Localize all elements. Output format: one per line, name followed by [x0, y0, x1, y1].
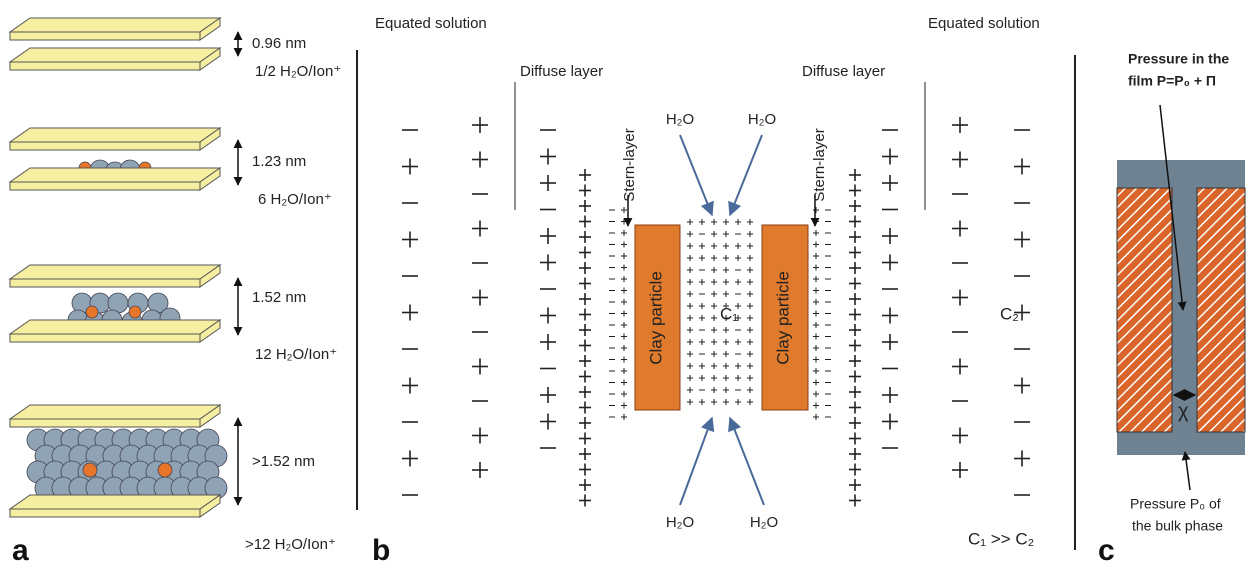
panel-label: c	[1098, 534, 1115, 567]
stern-layer: Stern-layer	[621, 128, 638, 201]
ion	[83, 463, 97, 477]
gap: χ	[1178, 400, 1189, 422]
water-arrow	[680, 135, 712, 215]
plate	[10, 265, 220, 279]
hydration: >12 H₂O/Ion⁺	[245, 536, 336, 553]
panel-label: b	[372, 534, 390, 567]
hydration: 6 H₂O/Ion⁺	[258, 191, 332, 208]
bulk-pressure: the bulk phase	[1132, 518, 1223, 534]
water: H₂O	[666, 111, 694, 128]
plate	[10, 32, 200, 40]
water-arrow	[680, 418, 712, 505]
plate	[10, 48, 220, 62]
spacing: 1.23 nm	[252, 153, 306, 170]
plate	[10, 128, 220, 142]
spacing: 0.96 nm	[252, 35, 306, 52]
water-arrow	[730, 418, 764, 505]
diffuse-layer: Diffuse layer	[802, 63, 885, 80]
plate	[10, 334, 200, 342]
water: H₂O	[666, 514, 694, 531]
equated-solution: Equated solution	[375, 15, 487, 32]
concentration: C₁	[720, 304, 738, 323]
plate	[10, 168, 220, 182]
diffuse-layer: Diffuse layer	[520, 63, 603, 80]
panel-a	[10, 18, 238, 517]
water: H₂O	[750, 514, 778, 531]
plate	[10, 279, 200, 287]
arrow	[1185, 452, 1190, 490]
plate	[10, 405, 220, 419]
ion	[129, 306, 141, 318]
plate	[10, 182, 200, 190]
ion	[158, 463, 172, 477]
plate	[10, 495, 220, 509]
clay-label: Clay particle	[773, 271, 792, 365]
spacing: >1.52 nm	[252, 453, 315, 470]
plate	[10, 509, 200, 517]
water-arrow	[730, 135, 762, 215]
plate	[10, 18, 220, 32]
equated-solution: Equated solution	[928, 15, 1040, 32]
hydration: 12 H₂O/Ion⁺	[255, 346, 337, 363]
plate	[10, 419, 200, 427]
panel-b	[402, 82, 1030, 507]
relation: C₁ >> C₂	[968, 529, 1034, 548]
plate	[10, 62, 200, 70]
panel-label: a	[12, 534, 29, 567]
film-pressure: film P=P₀ + Π	[1128, 73, 1216, 89]
ion	[86, 306, 98, 318]
plate	[1197, 188, 1245, 432]
clay-label: Clay particle	[646, 271, 665, 365]
hydration: 1/2 H₂O/Ion⁺	[255, 63, 341, 80]
plate	[10, 142, 200, 150]
bulk-pressure: Pressure P₀ of	[1130, 496, 1221, 512]
plate	[10, 320, 220, 334]
stern-layer: Stern-layer	[811, 128, 828, 201]
figure: 0.96 nm 1/2 H₂O/Ion⁺ 1.23 nm 6 H₂O/Ion⁺ …	[0, 0, 1255, 570]
concentration: C₂	[1000, 304, 1019, 323]
film-pressure: Pressure in the	[1128, 51, 1229, 67]
plate	[1117, 188, 1172, 432]
spacing: 1.52 nm	[252, 289, 306, 306]
water: H₂O	[748, 111, 776, 128]
